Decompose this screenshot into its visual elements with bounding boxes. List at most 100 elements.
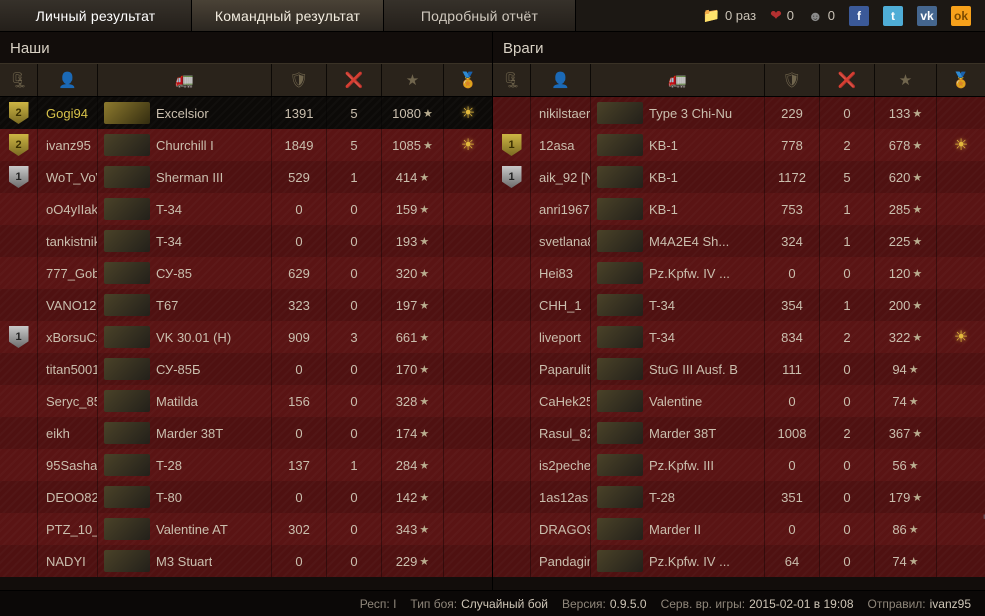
player-name[interactable]: WoT_VoVa... (38, 161, 98, 193)
table-row[interactable]: liveport T-34 834 2 322 ★ ☀ (493, 321, 985, 353)
damage-value: 0 (272, 545, 327, 577)
table-row[interactable]: Hei83 Pz.Kpfw. IV ... 0 0 120 ★ (493, 257, 985, 289)
player-name[interactable]: NADYI (38, 545, 98, 577)
twitter-share-icon[interactable]: t (883, 6, 903, 26)
player-name[interactable]: oO4yIIaka6... (38, 193, 98, 225)
vehicle-thumbnail-icon (104, 454, 150, 476)
player-name[interactable]: titan500111 (38, 353, 98, 385)
table-row[interactable]: eikh Marder 38T 0 0 174 ★ (0, 417, 492, 449)
player-name[interactable]: 12asa (531, 129, 591, 161)
xp-value: 179 (889, 490, 911, 505)
xp-value: 74 (892, 554, 906, 569)
table-row[interactable]: 2 Gogi94 Excelsior 1391 5 1080 ★ ☀ (0, 97, 492, 129)
player-name[interactable]: eikh (38, 417, 98, 449)
player-name[interactable]: Paparulit_r... (531, 353, 591, 385)
player-name[interactable]: anri1967 (531, 193, 591, 225)
rank-badge-icon: 1 (502, 166, 522, 188)
team-us-panel: Наши 🗜 👤 🚛 🛡 ❌ ★ 🏅 2 Gogi94 Excelsior 1391 5… (0, 32, 493, 590)
xp-cell: 120 ★ (875, 257, 937, 289)
player-name[interactable]: Rasul_8202 (531, 417, 591, 449)
player-name[interactable]: CaHek2511 (531, 385, 591, 417)
vehicle-cell: M4A2E4 Sh... (591, 225, 765, 257)
xp-value: 1080 (392, 106, 421, 121)
player-name[interactable]: xBorsuCx [... (38, 321, 98, 353)
tab-detailed[interactable]: Подробный отчёт (384, 0, 576, 31)
table-row[interactable]: 2 ivanz95 Churchill I 1849 5 1085 ★ ☀ (0, 129, 492, 161)
player-name[interactable]: DEOO82 (38, 481, 98, 513)
vehicle-thumbnail-icon (597, 230, 643, 252)
xp-cell: 86 ★ (875, 513, 937, 545)
comments-count[interactable]: ☻ 0 (808, 8, 835, 24)
player-name[interactable]: 777_Goblin... (38, 257, 98, 289)
achievement-medal-icon[interactable]: ☀ (461, 103, 475, 123)
table-row[interactable]: 1as12as T-28 351 0 179 ★ (493, 481, 985, 513)
player-name[interactable]: Seryc_85 (38, 385, 98, 417)
player-name[interactable]: PTZ_10_RUS (38, 513, 98, 545)
table-row[interactable]: DEOO82 T-80 0 0 142 ★ (0, 481, 492, 513)
table-row[interactable]: CHH_1 T-34 354 1 200 ★ (493, 289, 985, 321)
frags-value: 1 (820, 289, 875, 321)
rank-cell: 1 (493, 161, 531, 193)
player-name[interactable]: is2pechenok (531, 449, 591, 481)
player-name[interactable]: aik_92 [N0... (531, 161, 591, 193)
table-row[interactable]: CaHek2511Valentine0074★ (493, 385, 985, 417)
facebook-share-icon[interactable]: f (849, 6, 869, 26)
rank-badge-icon: 1 (9, 326, 29, 348)
vehicle-cell: СУ-85 (98, 257, 272, 289)
table-row[interactable]: Seryc_85 Matilda 156 0 328 ★ (0, 385, 492, 417)
player-name[interactable]: svetlana8080 (531, 225, 591, 257)
damage-value: 137 (272, 449, 327, 481)
medal-cell (444, 321, 492, 353)
player-name[interactable]: 95Sasha03 (38, 449, 98, 481)
xp-cell: 1080 ★ (382, 97, 444, 129)
player-name[interactable]: CHH_1 (531, 289, 591, 321)
medal-cell (444, 353, 492, 385)
sent-by-stat: Отправил: ivanz95 (868, 597, 971, 611)
player-name[interactable]: Hei83 (531, 257, 591, 289)
table-row[interactable]: anri1967 KB-1 753 1 285 ★ (493, 193, 985, 225)
vehicle-name: СУ-85 (156, 266, 192, 281)
player-name[interactable]: Gogi94 (38, 97, 98, 129)
achievement-medal-icon[interactable]: ☀ (954, 135, 968, 155)
favorites-count[interactable]: 📁 0 раз (703, 7, 757, 24)
player-name[interactable]: Pandagirl3... (531, 545, 591, 577)
player-name[interactable]: ivanz95 (38, 129, 98, 161)
tab-personal[interactable]: Личный результат (0, 0, 192, 31)
col-header-rank-e: 🗜 (493, 64, 531, 96)
player-name[interactable]: tankistnikito... (38, 225, 98, 257)
achievement-medal-icon[interactable]: ☀ (461, 135, 475, 155)
frags-value: 2 (820, 321, 875, 353)
achievement-medal-icon[interactable]: ☀ (954, 327, 968, 347)
likes-count[interactable]: ❤ 0 (770, 7, 794, 24)
xp-cell: 133 ★ (875, 97, 937, 129)
tab-team[interactable]: Командный результат (192, 0, 384, 31)
odnoklassniki-share-icon[interactable]: ok (951, 6, 971, 26)
player-name[interactable]: 1as12as (531, 481, 591, 513)
table-row[interactable]: 1 12asa KB-1 778 2 678 ★ ☀ (493, 129, 985, 161)
rank-cell (0, 417, 38, 449)
vk-share-icon[interactable]: vk (917, 6, 937, 26)
xp-value: 193 (396, 234, 418, 249)
player-name[interactable]: DRAGO99... (531, 513, 591, 545)
player-name[interactable]: VANO1234... (38, 289, 98, 321)
table-row[interactable]: NADYI M3 Stuart 0 0 229 ★ (0, 545, 492, 577)
player-name[interactable]: liveport (531, 321, 591, 353)
player-name[interactable]: nikilstaer12... (531, 97, 591, 129)
